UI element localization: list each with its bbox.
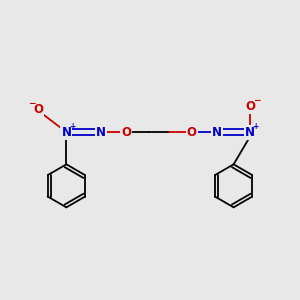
- Text: −: −: [253, 96, 260, 105]
- Text: N: N: [212, 126, 222, 139]
- Text: +: +: [69, 122, 75, 131]
- Text: O: O: [121, 126, 131, 139]
- Text: +: +: [253, 122, 259, 131]
- Text: N: N: [245, 126, 255, 139]
- Text: O: O: [187, 126, 197, 139]
- Text: N: N: [96, 126, 106, 139]
- Text: O: O: [33, 103, 43, 116]
- Text: N: N: [61, 126, 71, 139]
- Text: O: O: [245, 100, 255, 113]
- Text: −: −: [28, 99, 35, 108]
